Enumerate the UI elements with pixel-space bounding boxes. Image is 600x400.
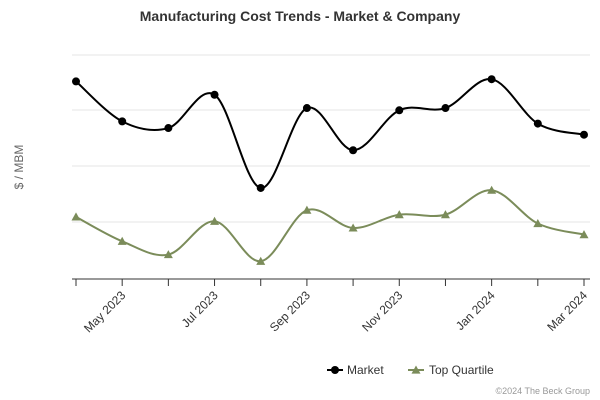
x-tick-label: Jul 2023 — [179, 288, 221, 330]
legend: Market Top Quartile — [327, 363, 494, 377]
data-point-triangle[interactable] — [487, 185, 497, 194]
data-point-circle[interactable] — [580, 130, 588, 139]
legend-label: Top Quartile — [429, 363, 494, 377]
legend-marker-circle — [331, 366, 339, 374]
x-axis: May 2023 Jul 2023 Sep 2023 Nov 2023 Jan 2024… — [75, 279, 590, 335]
series-layer — [71, 75, 589, 265]
legend-label: Market — [347, 363, 384, 377]
legend-item-top-quartile[interactable]: Top Quartile — [408, 363, 494, 377]
data-point-circle[interactable] — [395, 106, 404, 115]
data-point-triangle[interactable] — [71, 212, 81, 221]
data-point-triangle[interactable] — [256, 256, 266, 265]
series-market — [72, 75, 588, 192]
data-point-triangle[interactable] — [348, 223, 358, 232]
data-point-triangle[interactable] — [210, 216, 220, 225]
data-point-circle[interactable] — [118, 117, 127, 126]
data-point-circle[interactable] — [533, 119, 542, 128]
data-point-triangle[interactable] — [302, 205, 312, 214]
x-tick-label: May 2023 — [81, 288, 128, 335]
series-line — [75, 78, 585, 189]
data-point-triangle[interactable] — [440, 210, 450, 219]
data-point-circle[interactable] — [302, 104, 311, 113]
series-top-quartile — [71, 185, 589, 265]
series-line — [75, 189, 585, 263]
x-tick-label: Mar 2024 — [544, 288, 590, 334]
data-point-triangle[interactable] — [117, 236, 127, 245]
data-point-circle[interactable] — [487, 75, 496, 84]
chart-title: Manufacturing Cost Trends - Market & Com… — [140, 8, 461, 24]
gridlines — [72, 54, 590, 223]
legend-marker-triangle — [411, 365, 421, 374]
data-point-triangle[interactable] — [579, 230, 589, 239]
credit-text: ©2024 The Beck Group — [495, 386, 590, 396]
legend-item-market[interactable]: Market — [327, 363, 384, 377]
x-tick-label: Nov 2023 — [359, 288, 405, 334]
data-point-circle[interactable] — [441, 104, 450, 113]
y-axis-label: $ / MBM — [12, 145, 26, 190]
data-point-circle[interactable] — [210, 90, 219, 99]
data-point-triangle[interactable] — [533, 219, 543, 228]
data-point-circle[interactable] — [256, 183, 265, 192]
data-point-triangle[interactable] — [163, 250, 173, 259]
x-tick-label: Sep 2023 — [267, 288, 313, 334]
data-point-circle[interactable] — [349, 146, 358, 155]
data-point-circle[interactable] — [72, 77, 80, 86]
x-tick-label: Jan 2024 — [453, 288, 498, 333]
data-point-triangle[interactable] — [394, 210, 404, 219]
data-point-circle[interactable] — [164, 124, 173, 133]
